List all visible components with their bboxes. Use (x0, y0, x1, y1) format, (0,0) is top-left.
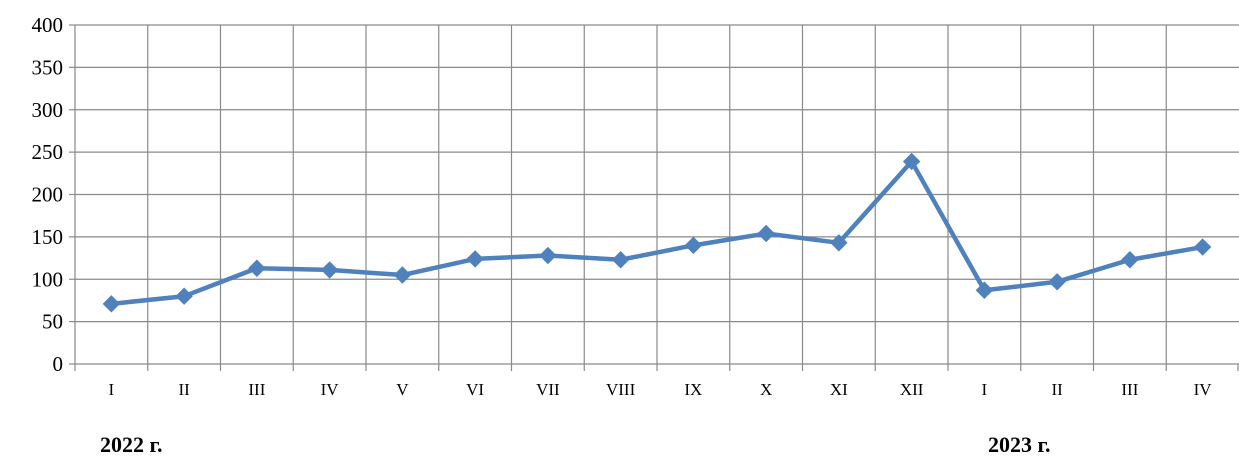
data-point-marker (393, 266, 412, 284)
x-tick-label: XI (830, 380, 848, 399)
y-tick-label: 250 (32, 140, 64, 164)
data-point-marker (902, 152, 921, 171)
x-tick-label: I (109, 380, 115, 399)
x-tick-label: VIII (606, 380, 636, 399)
data-point-marker (175, 287, 193, 305)
y-axis-ticks: 0 50 100 150 200 250 300 350 400 (32, 13, 64, 376)
y-tick-label: 400 (32, 13, 64, 37)
y-tick-label: 0 (53, 352, 64, 376)
year-label-2022: 2022 г. (100, 432, 163, 457)
x-tick-label: I (982, 380, 988, 399)
x-tick-label: XII (900, 380, 924, 399)
x-tick-label: II (178, 380, 190, 399)
y-tick-label: 300 (32, 98, 64, 122)
series-line (111, 159, 1204, 307)
y-tick-label: 50 (42, 310, 63, 334)
x-tick-label: VII (536, 380, 560, 399)
data-point-marker (102, 295, 121, 313)
x-tick-label: IV (321, 380, 340, 399)
data-point-marker (248, 259, 266, 277)
data-point-marker (1121, 251, 1139, 269)
data-point-marker (1048, 273, 1066, 291)
y-tick-label: 350 (32, 55, 64, 79)
data-point-marker (466, 250, 484, 268)
y-tick-label: 100 (32, 267, 64, 291)
data-point-marker (757, 224, 775, 243)
data-point-marker (975, 281, 994, 299)
y-tick-label: 200 (32, 183, 64, 207)
x-tick-label: III (1121, 380, 1138, 399)
data-point-marker (830, 234, 848, 252)
chart-grid (75, 24, 1239, 364)
x-tick-label: X (760, 380, 772, 399)
x-tick-label: II (1051, 380, 1063, 399)
data-point-marker (539, 246, 557, 265)
x-axis-ticks: I II III IV V VI VII VIII IX X XI XII I II III IV (109, 380, 1213, 399)
chart-axes (69, 24, 1239, 371)
x-tick-label: IV (1194, 380, 1213, 399)
x-tick-label: III (248, 380, 265, 399)
x-tick-label: V (396, 380, 409, 399)
y-tick-label: 150 (32, 225, 64, 249)
year-label-2023: 2023 г. (988, 432, 1051, 457)
data-point-marker (1193, 238, 1212, 256)
data-point-marker (320, 261, 339, 279)
x-tick-label: VI (466, 380, 484, 399)
data-point-marker (684, 236, 703, 255)
data-series (102, 152, 1212, 313)
x-tick-label: IX (684, 380, 702, 399)
data-point-marker (611, 251, 630, 269)
